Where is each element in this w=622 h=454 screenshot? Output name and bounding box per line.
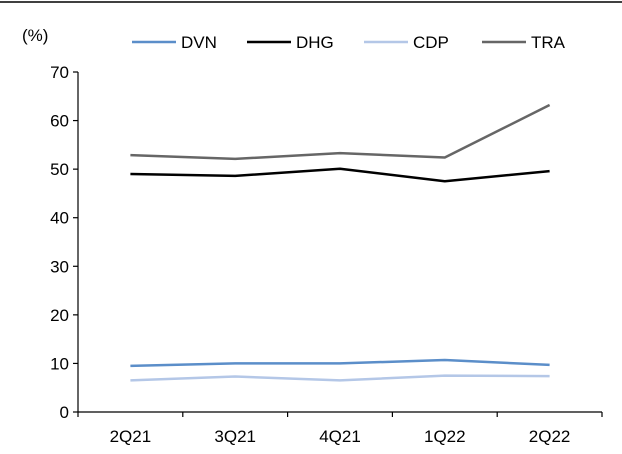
y-tick-label: 10 [50, 354, 69, 373]
y-tick-label: 40 [50, 209, 69, 228]
y-axis-unit-label: (%) [22, 26, 48, 45]
y-tick-label: 50 [50, 160, 69, 179]
y-tick-label: 60 [50, 112, 69, 131]
legend-label-dvn: DVN [181, 33, 217, 52]
y-tick-label: 30 [50, 257, 69, 276]
x-tick-label: 3Q21 [214, 427, 256, 446]
legend-label-tra: TRA [531, 33, 566, 52]
series-line-dvn [130, 358, 550, 368]
series-lines [130, 103, 551, 382]
series-line-tra [130, 103, 551, 161]
x-tick-label: 4Q21 [319, 427, 361, 446]
x-tick-label: 2Q22 [529, 427, 571, 446]
x-tick-label: 2Q21 [110, 427, 152, 446]
y-tick-label: 0 [60, 403, 69, 422]
series-line-dhg [130, 167, 550, 183]
legend-label-cdp: CDP [413, 33, 449, 52]
legend-label-dhg: DHG [296, 33, 334, 52]
y-tick-label: 20 [50, 306, 69, 325]
y-tick-label: 70 [50, 63, 69, 82]
series-line-cdp [130, 374, 550, 382]
axes: 0 10 20 30 40 50 60 70 2Q21 3Q21 4Q21 1Q22 2Q22 [50, 63, 603, 446]
legend: DVN DHG CDP TRA [132, 33, 566, 52]
x-tick-label: 1Q22 [424, 427, 466, 446]
